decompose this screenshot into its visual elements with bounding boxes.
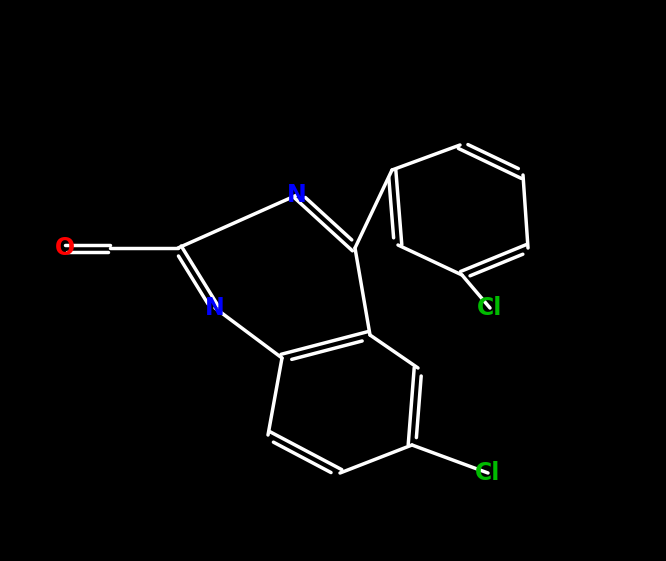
Text: N: N (287, 183, 307, 207)
Text: Cl: Cl (478, 296, 503, 320)
Text: Cl: Cl (476, 461, 501, 485)
Text: N: N (205, 296, 225, 320)
Text: O: O (55, 236, 75, 260)
